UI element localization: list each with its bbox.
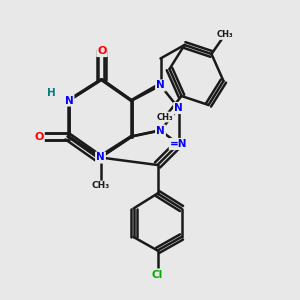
Text: Cl: Cl bbox=[152, 269, 163, 280]
Text: =N: =N bbox=[170, 139, 187, 149]
Text: N: N bbox=[96, 152, 105, 163]
Text: H: H bbox=[46, 88, 56, 98]
Text: N: N bbox=[174, 103, 183, 113]
Text: N: N bbox=[156, 80, 165, 91]
Text: N: N bbox=[156, 125, 165, 136]
Text: N: N bbox=[64, 95, 74, 106]
Text: CH₃: CH₃ bbox=[92, 182, 110, 190]
Text: O: O bbox=[97, 46, 107, 56]
Text: CH₃: CH₃ bbox=[217, 30, 233, 39]
Text: O: O bbox=[34, 131, 44, 142]
Text: CH₃: CH₃ bbox=[157, 112, 173, 122]
